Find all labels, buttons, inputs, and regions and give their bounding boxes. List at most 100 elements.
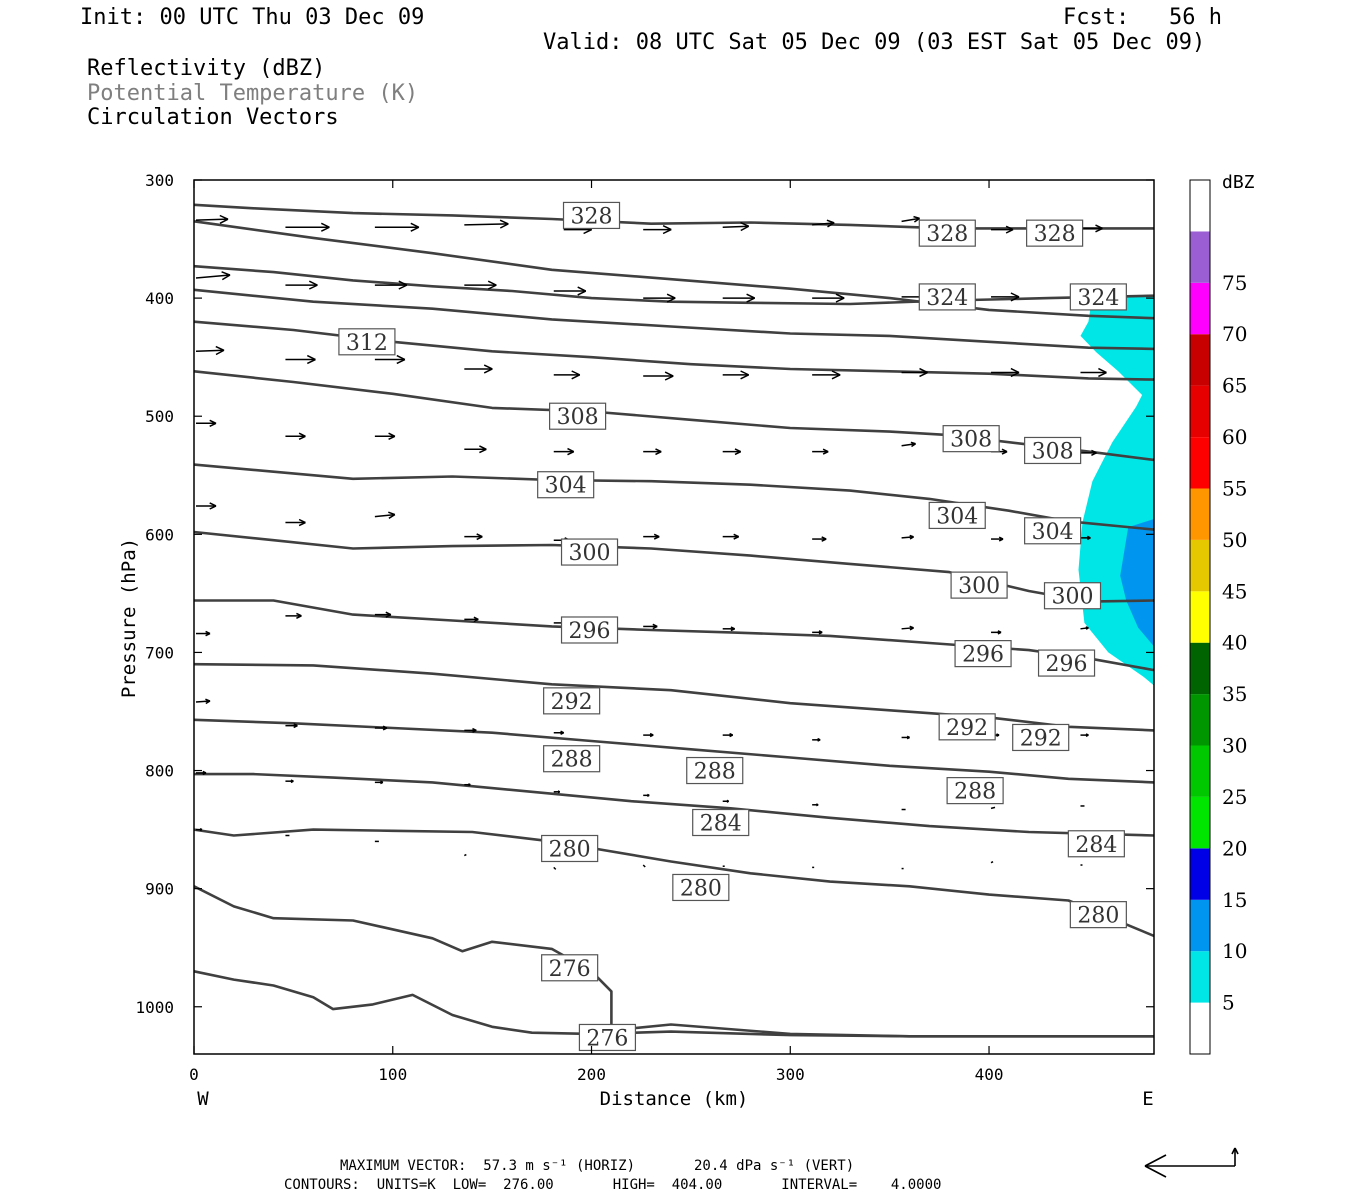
circulation-vector [196, 502, 217, 510]
colorbar-level-label: 75 [1222, 271, 1247, 295]
contour-label-text: 328 [1034, 222, 1076, 247]
contour-label-text: 280 [1077, 904, 1119, 929]
circulation-vector [722, 221, 750, 232]
max-vector-note: MAXIMUM VECTOR: 57.3 m s⁻¹ (HORIZ) 20.4 … [340, 1158, 855, 1174]
circulation-vector [285, 518, 306, 527]
circulation-vector [195, 271, 231, 281]
colorbar-swatch [1190, 899, 1210, 952]
circulation-vector [722, 799, 730, 803]
contour-label-text: 308 [950, 428, 992, 453]
circulation-vector [722, 293, 756, 303]
isentrope-292 [193, 662, 1155, 732]
colorbar-swatch [1190, 334, 1210, 386]
colorbar-level-label: 65 [1222, 374, 1247, 398]
contour-label-text: 276 [549, 957, 591, 982]
contour-label-text: 304 [936, 504, 978, 529]
circulation-vector [722, 732, 734, 738]
circulation-vector [990, 860, 994, 864]
colorbar-level-label: 40 [1222, 631, 1247, 655]
isentrope-328 [193, 203, 1154, 230]
contour-label-text: 296 [1046, 652, 1088, 677]
circulation-vector [464, 616, 479, 623]
colorbar-level-label: 45 [1222, 579, 1247, 603]
circulation-vector [643, 448, 662, 456]
circulation-vector [1080, 224, 1103, 233]
contour-label-text: 276 [586, 1026, 628, 1051]
circulation-vector [812, 630, 823, 635]
contour-label-text: 288 [694, 760, 736, 785]
contour-label: 324 [918, 283, 976, 311]
circulation-vector [196, 828, 203, 832]
circulation-vector [464, 727, 477, 733]
contour-label: 280 [541, 834, 599, 862]
isentrope-316 [193, 288, 1155, 351]
circulation-vector [643, 732, 654, 738]
contour-label: 284 [1067, 830, 1125, 858]
x-tick-label: 300 [776, 1065, 805, 1084]
contour-label: 280 [1069, 901, 1127, 929]
circulation-vector [195, 345, 225, 356]
circulation-vector [643, 793, 650, 797]
contour-label: 288 [946, 777, 1004, 805]
contour-label: 288 [686, 756, 744, 785]
contour-label-text: 288 [551, 748, 593, 773]
contour-label: 300 [1043, 582, 1102, 610]
y-tick-label: 700 [145, 643, 174, 662]
contour-label-text: 308 [557, 405, 599, 430]
contour-label-text: 304 [1032, 520, 1074, 545]
contour-label: 308 [1024, 436, 1082, 464]
circulation-vector [285, 280, 318, 290]
circulation-vector [722, 533, 740, 540]
contour-label: 308 [549, 402, 607, 430]
contour-label: 312 [338, 328, 396, 356]
circulation-vector [722, 448, 742, 456]
circulation-vector [285, 432, 306, 440]
isentrope-272 [193, 970, 1154, 1038]
contour-label-text: 284 [1075, 833, 1117, 858]
contour-label: 276 [578, 1023, 637, 1051]
circulation-vector [374, 354, 406, 365]
contour-label: 328 [918, 219, 976, 247]
circulation-vector [374, 222, 420, 232]
contour-label-text: 292 [1020, 726, 1062, 751]
circulation-vector [553, 730, 565, 735]
contour-label: 324 [1069, 283, 1127, 311]
circulation-vector [464, 219, 509, 229]
contour-label-text: 296 [569, 619, 611, 644]
circulation-vector [464, 445, 487, 454]
isentrope-312 [193, 320, 1155, 381]
contour-label-text: 308 [1032, 439, 1074, 464]
circulation-vector [553, 790, 561, 794]
contour-label-text: 288 [954, 780, 996, 805]
colorbar-level-label: 20 [1222, 836, 1247, 860]
contour-label-text: 292 [551, 690, 593, 715]
circulation-vector [901, 534, 914, 540]
isentrope-276 [193, 885, 1154, 1038]
contour-label: 292 [543, 687, 601, 715]
contour-label: 296 [954, 640, 1012, 668]
circulation-vector [722, 626, 736, 632]
circulation-vector [812, 803, 819, 807]
circulation-vector [1080, 535, 1091, 541]
circulation-vector [463, 853, 467, 857]
colorbar-level-label: 10 [1222, 939, 1247, 963]
contour-label-text: 300 [958, 574, 1000, 599]
init-time: Init: 00 UTC Thu 03 Dec 09 [80, 5, 425, 30]
circulation-vector [464, 280, 497, 290]
circulation-vector [643, 371, 674, 381]
x-tick-label: 200 [577, 1065, 606, 1084]
circulation-vector [196, 630, 211, 637]
circulation-vector [991, 367, 1020, 378]
contour-label-text: 280 [549, 837, 591, 862]
colorbar-frame [1189, 179, 1211, 1055]
contour-label-text: 328 [926, 222, 968, 247]
circulation-vector [196, 770, 207, 776]
x-tick-label: 0 [189, 1065, 199, 1084]
y-axis-label: Pressure (hPa) [118, 538, 140, 698]
field-circulation-vectors: Circulation Vectors [87, 105, 339, 130]
colorbar-level-label: 30 [1222, 734, 1247, 758]
circulation-vector [553, 370, 581, 380]
circulation-vector [374, 280, 408, 290]
colorbar-swatch [1190, 437, 1210, 489]
circulation-vector [374, 725, 388, 731]
